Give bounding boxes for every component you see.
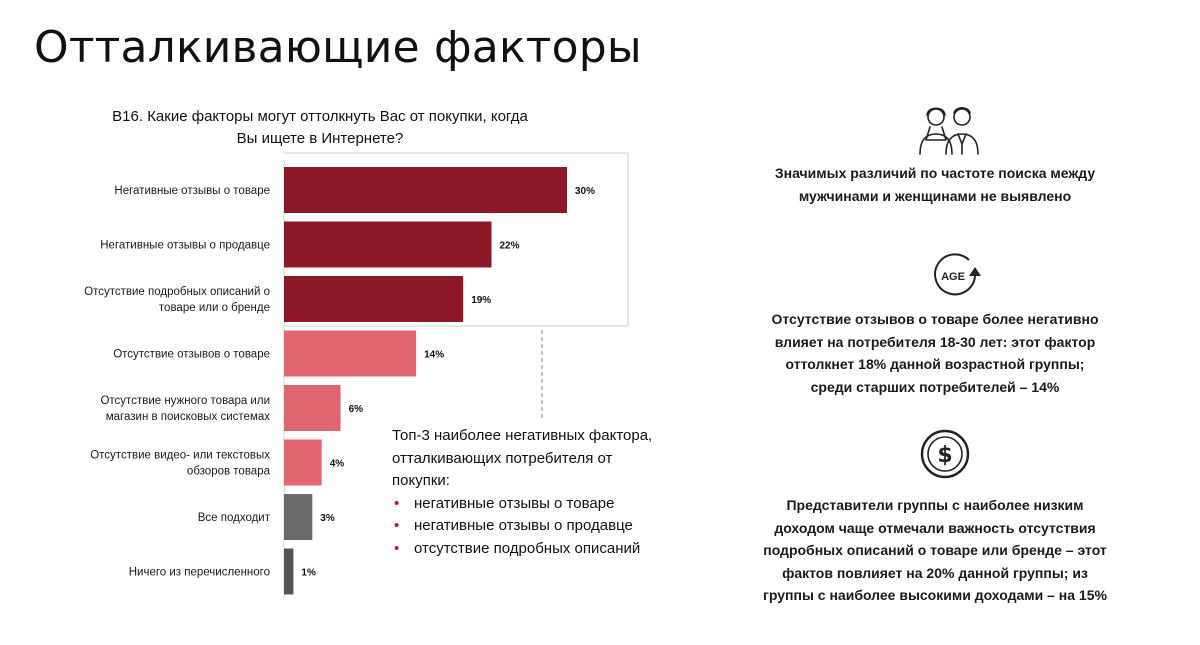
insight-line: подробных описаний о товаре или бренде –…	[763, 542, 1107, 558]
insight-line: Представители группы с наиболее низким	[786, 497, 1084, 513]
people-icon	[919, 106, 979, 155]
bar	[284, 167, 567, 213]
insight-line: среди старших потребителей – 14%	[810, 378, 1060, 395]
bars-group: 30% Негативные отзывы о товаре 22% Негативн…	[84, 167, 595, 595]
category-label: товаре или о бренде	[159, 302, 270, 314]
age-icon-text: AGE	[941, 271, 965, 283]
insight-income: Представители группы с наиболее низким д…	[745, 494, 1125, 607]
chart-title-line: Вы ищете в Интернете?	[236, 130, 404, 147]
top3-item: отсутствие подробных описаний	[392, 538, 712, 561]
category-label: магазин в поисковых системах	[106, 411, 270, 423]
insight-line: Отсутствие отзывов о товаре более негати…	[771, 311, 1099, 327]
top3-title-line: покупки:	[392, 472, 450, 489]
insight-line: оттолкнет 18% данной возрастной группы;	[785, 356, 1085, 372]
insight-gender: Значимых различий по частоте поиска межд…	[745, 162, 1125, 207]
bar-value-label: 30%	[575, 186, 595, 197]
insight-line: мужчинами и женщинами не выявлено	[798, 187, 1072, 204]
category-label: обзоров товара	[187, 466, 271, 478]
top3-callout: Топ-3 наиболее негативных фактора, оттал…	[392, 425, 712, 560]
bar	[284, 494, 313, 540]
top3-title-line: отталкивающих потребителя от	[392, 449, 613, 467]
age-icon: AGE	[934, 253, 981, 296]
bar	[284, 439, 322, 486]
category-label: Все подходит	[198, 512, 271, 524]
top3-item: негативные отзывы о продавце	[392, 515, 712, 538]
bar-value-label: 1%	[301, 568, 316, 579]
bar-value-label: 4%	[330, 459, 345, 470]
category-label: Ничего из перечисленного	[129, 567, 270, 579]
category-label: Отсутствие отзывов о товаре	[113, 349, 270, 361]
bar-value-label: 19%	[471, 295, 491, 306]
category-label: Негативные отзывы о товаре	[114, 185, 270, 197]
insight-line: влияет на потребителя 18-30 лет: этот фа…	[774, 333, 1096, 350]
top3-list: негативные отзывы о товаре негативные от…	[392, 493, 712, 561]
category-label: Отсутствие видео- или текстовых	[90, 450, 270, 462]
bar-value-label: 14%	[424, 350, 444, 361]
bar-value-label: 22%	[500, 241, 520, 252]
svg-text:$: $	[937, 443, 952, 468]
insight-line: группы с наиболее высокими доходами – на…	[763, 587, 1107, 603]
insight-line: фактов повлияет на 20% данной группы; из	[782, 564, 1088, 581]
chart-title-line: В16. Какие факторы могут оттолкнуть Вас …	[112, 108, 528, 125]
bar	[284, 385, 341, 431]
bar	[284, 330, 417, 377]
dollar-coin-icon: $	[920, 429, 970, 479]
bar-value-label: 6%	[349, 404, 364, 415]
bar	[284, 221, 492, 268]
chart-title: В16. Какие факторы могут оттолкнуть Вас …	[60, 106, 580, 150]
top3-title-line: Топ-3 наиболее негативных фактора,	[392, 427, 653, 444]
category-label: Негативные отзывы о продавце	[100, 240, 270, 252]
bar	[284, 548, 294, 595]
insight-age: Отсутствие отзывов о товаре более негати…	[745, 308, 1125, 398]
bar-chart: 30% Негативные отзывы о товаре 22% Негативн…	[84, 152, 629, 598]
insight-line: Значимых различий по частоте поиска межд…	[774, 165, 1096, 181]
category-label: Отсутствие нужного товара или	[100, 395, 270, 407]
insight-line: доходом чаще отмечали важность отсутстви…	[774, 519, 1096, 536]
top3-item: негативные отзывы о товаре	[392, 493, 712, 516]
top3-title: Топ-3 наиболее негативных фактора, оттал…	[392, 425, 712, 493]
bar-value-label: 3%	[320, 513, 335, 524]
page-title: Отталкивающие факторы	[34, 22, 642, 73]
category-label: Отсутствие подробных описаний о	[84, 286, 270, 298]
bar	[284, 276, 464, 322]
